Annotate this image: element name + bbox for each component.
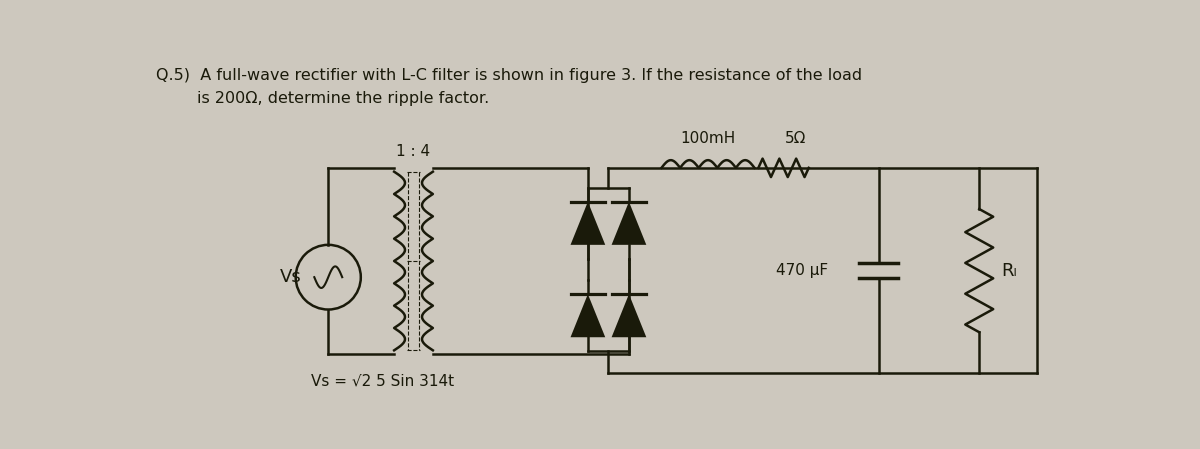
Text: 1 : 4: 1 : 4 [396,144,431,158]
Polygon shape [570,294,605,337]
Polygon shape [612,294,647,337]
Polygon shape [612,202,647,245]
Text: 470 μF: 470 μF [776,263,828,278]
Text: 100mH: 100mH [680,131,736,146]
Text: is 200Ω, determine the ripple factor.: is 200Ω, determine the ripple factor. [156,91,490,106]
Text: Vs = √2 5 Sin 314t: Vs = √2 5 Sin 314t [311,374,454,388]
Text: Rₗ: Rₗ [1001,262,1016,280]
Text: Q.5)  A full-wave rectifier with L-C filter is shown in figure 3. If the resista: Q.5) A full-wave rectifier with L-C filt… [156,68,863,83]
Polygon shape [570,202,605,245]
Text: 5Ω: 5Ω [785,131,806,146]
Text: Vs: Vs [281,268,302,286]
